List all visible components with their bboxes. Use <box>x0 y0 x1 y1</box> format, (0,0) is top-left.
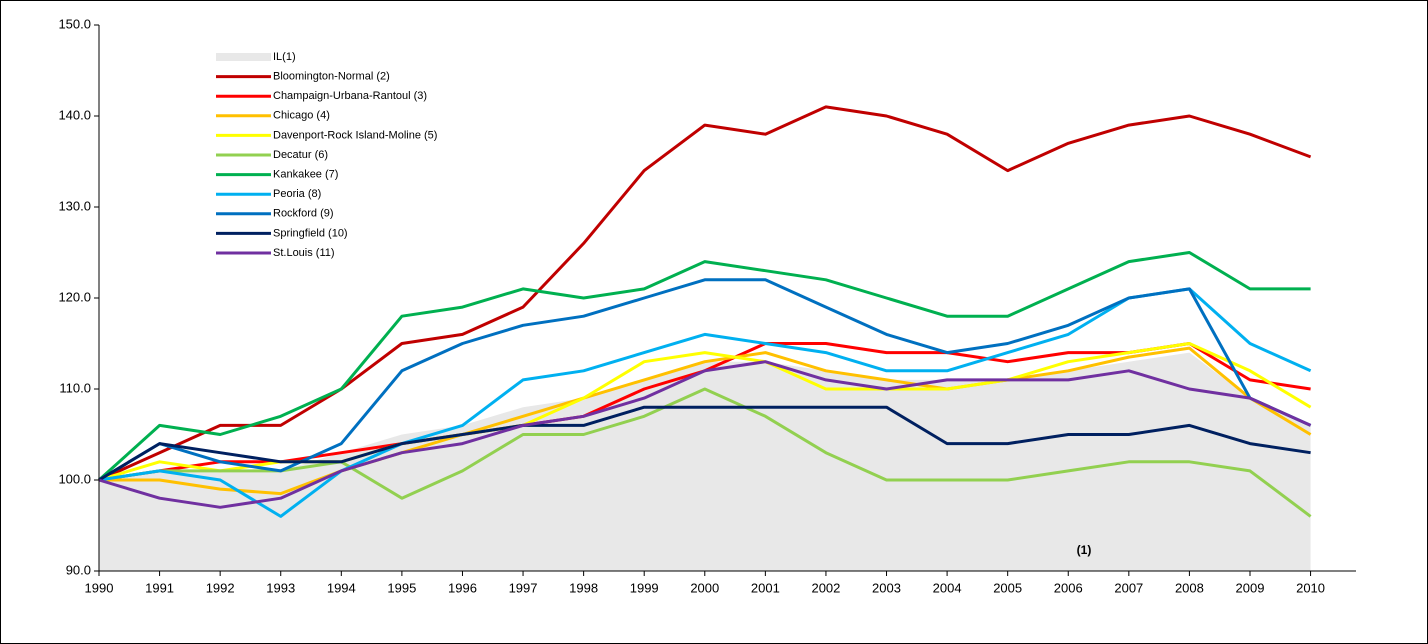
y-tick-label: 150.0 <box>58 16 91 31</box>
x-tick-label: 2009 <box>1236 580 1265 595</box>
x-tick-label: 1990 <box>85 580 114 595</box>
x-tick-label: 1998 <box>569 580 598 595</box>
x-tick-label: 2007 <box>1114 580 1143 595</box>
legend-label: Springfield (10) <box>273 227 348 239</box>
x-tick-label: 1992 <box>206 580 235 595</box>
legend-label: Chicago (4) <box>273 110 330 122</box>
legend-label: St.Louis (11) <box>273 247 335 259</box>
y-tick-label: 130.0 <box>58 198 91 213</box>
x-tick-label: 2008 <box>1175 580 1204 595</box>
x-tick-label: 2002 <box>811 580 840 595</box>
legend-label: Kankakee (7) <box>273 169 338 181</box>
legend-label: Davenport-Rock Island-Moline (5) <box>273 129 437 141</box>
x-tick-label: 1997 <box>509 580 538 595</box>
x-tick-label: 1991 <box>145 580 174 595</box>
x-tick-label: 1995 <box>387 580 416 595</box>
series-line <box>98 360 1312 509</box>
x-tick-label: 2010 <box>1296 580 1325 595</box>
y-tick-label: 90.0 <box>66 562 91 577</box>
annotation: (1) <box>1077 543 1092 557</box>
x-tick-label: 1996 <box>448 580 477 595</box>
area <box>99 352 1311 571</box>
series-line <box>97 251 1311 482</box>
legend-label: Peoria (8) <box>273 188 321 200</box>
y-tick-label: 120.0 <box>58 289 91 304</box>
legend-label: Rockford (9) <box>273 208 334 220</box>
legend-label: Champaign-Urbana-Rantoul (3) <box>273 90 427 102</box>
y-tick-label: 140.0 <box>58 107 91 122</box>
series-line <box>99 346 1312 496</box>
y-tick-label: 100.0 <box>58 471 91 486</box>
x-tick-label: 1994 <box>327 580 356 595</box>
x-tick-label: 2003 <box>872 580 901 595</box>
x-tick-label: 2004 <box>933 580 962 595</box>
series-line <box>98 405 1311 482</box>
x-tick-label: 1993 <box>266 580 295 595</box>
x-tick-label: 1999 <box>630 580 659 595</box>
x-tick-label: 2000 <box>690 580 719 595</box>
x-tick-label: 2001 <box>751 580 780 595</box>
y-tick-label: 110.0 <box>59 380 91 395</box>
x-tick-label: 2006 <box>1054 580 1083 595</box>
series-line <box>98 287 1312 518</box>
legend-swatch <box>216 53 271 61</box>
legend-label: IL(1) <box>273 51 296 63</box>
series-line <box>98 387 1312 518</box>
x-tick-label: 2005 <box>993 580 1022 595</box>
series-line <box>98 105 1312 482</box>
legend-label: Bloomington-Normal (2) <box>273 71 390 83</box>
legend-label: Decatur (6) <box>273 149 328 161</box>
plot-area <box>97 105 1312 571</box>
